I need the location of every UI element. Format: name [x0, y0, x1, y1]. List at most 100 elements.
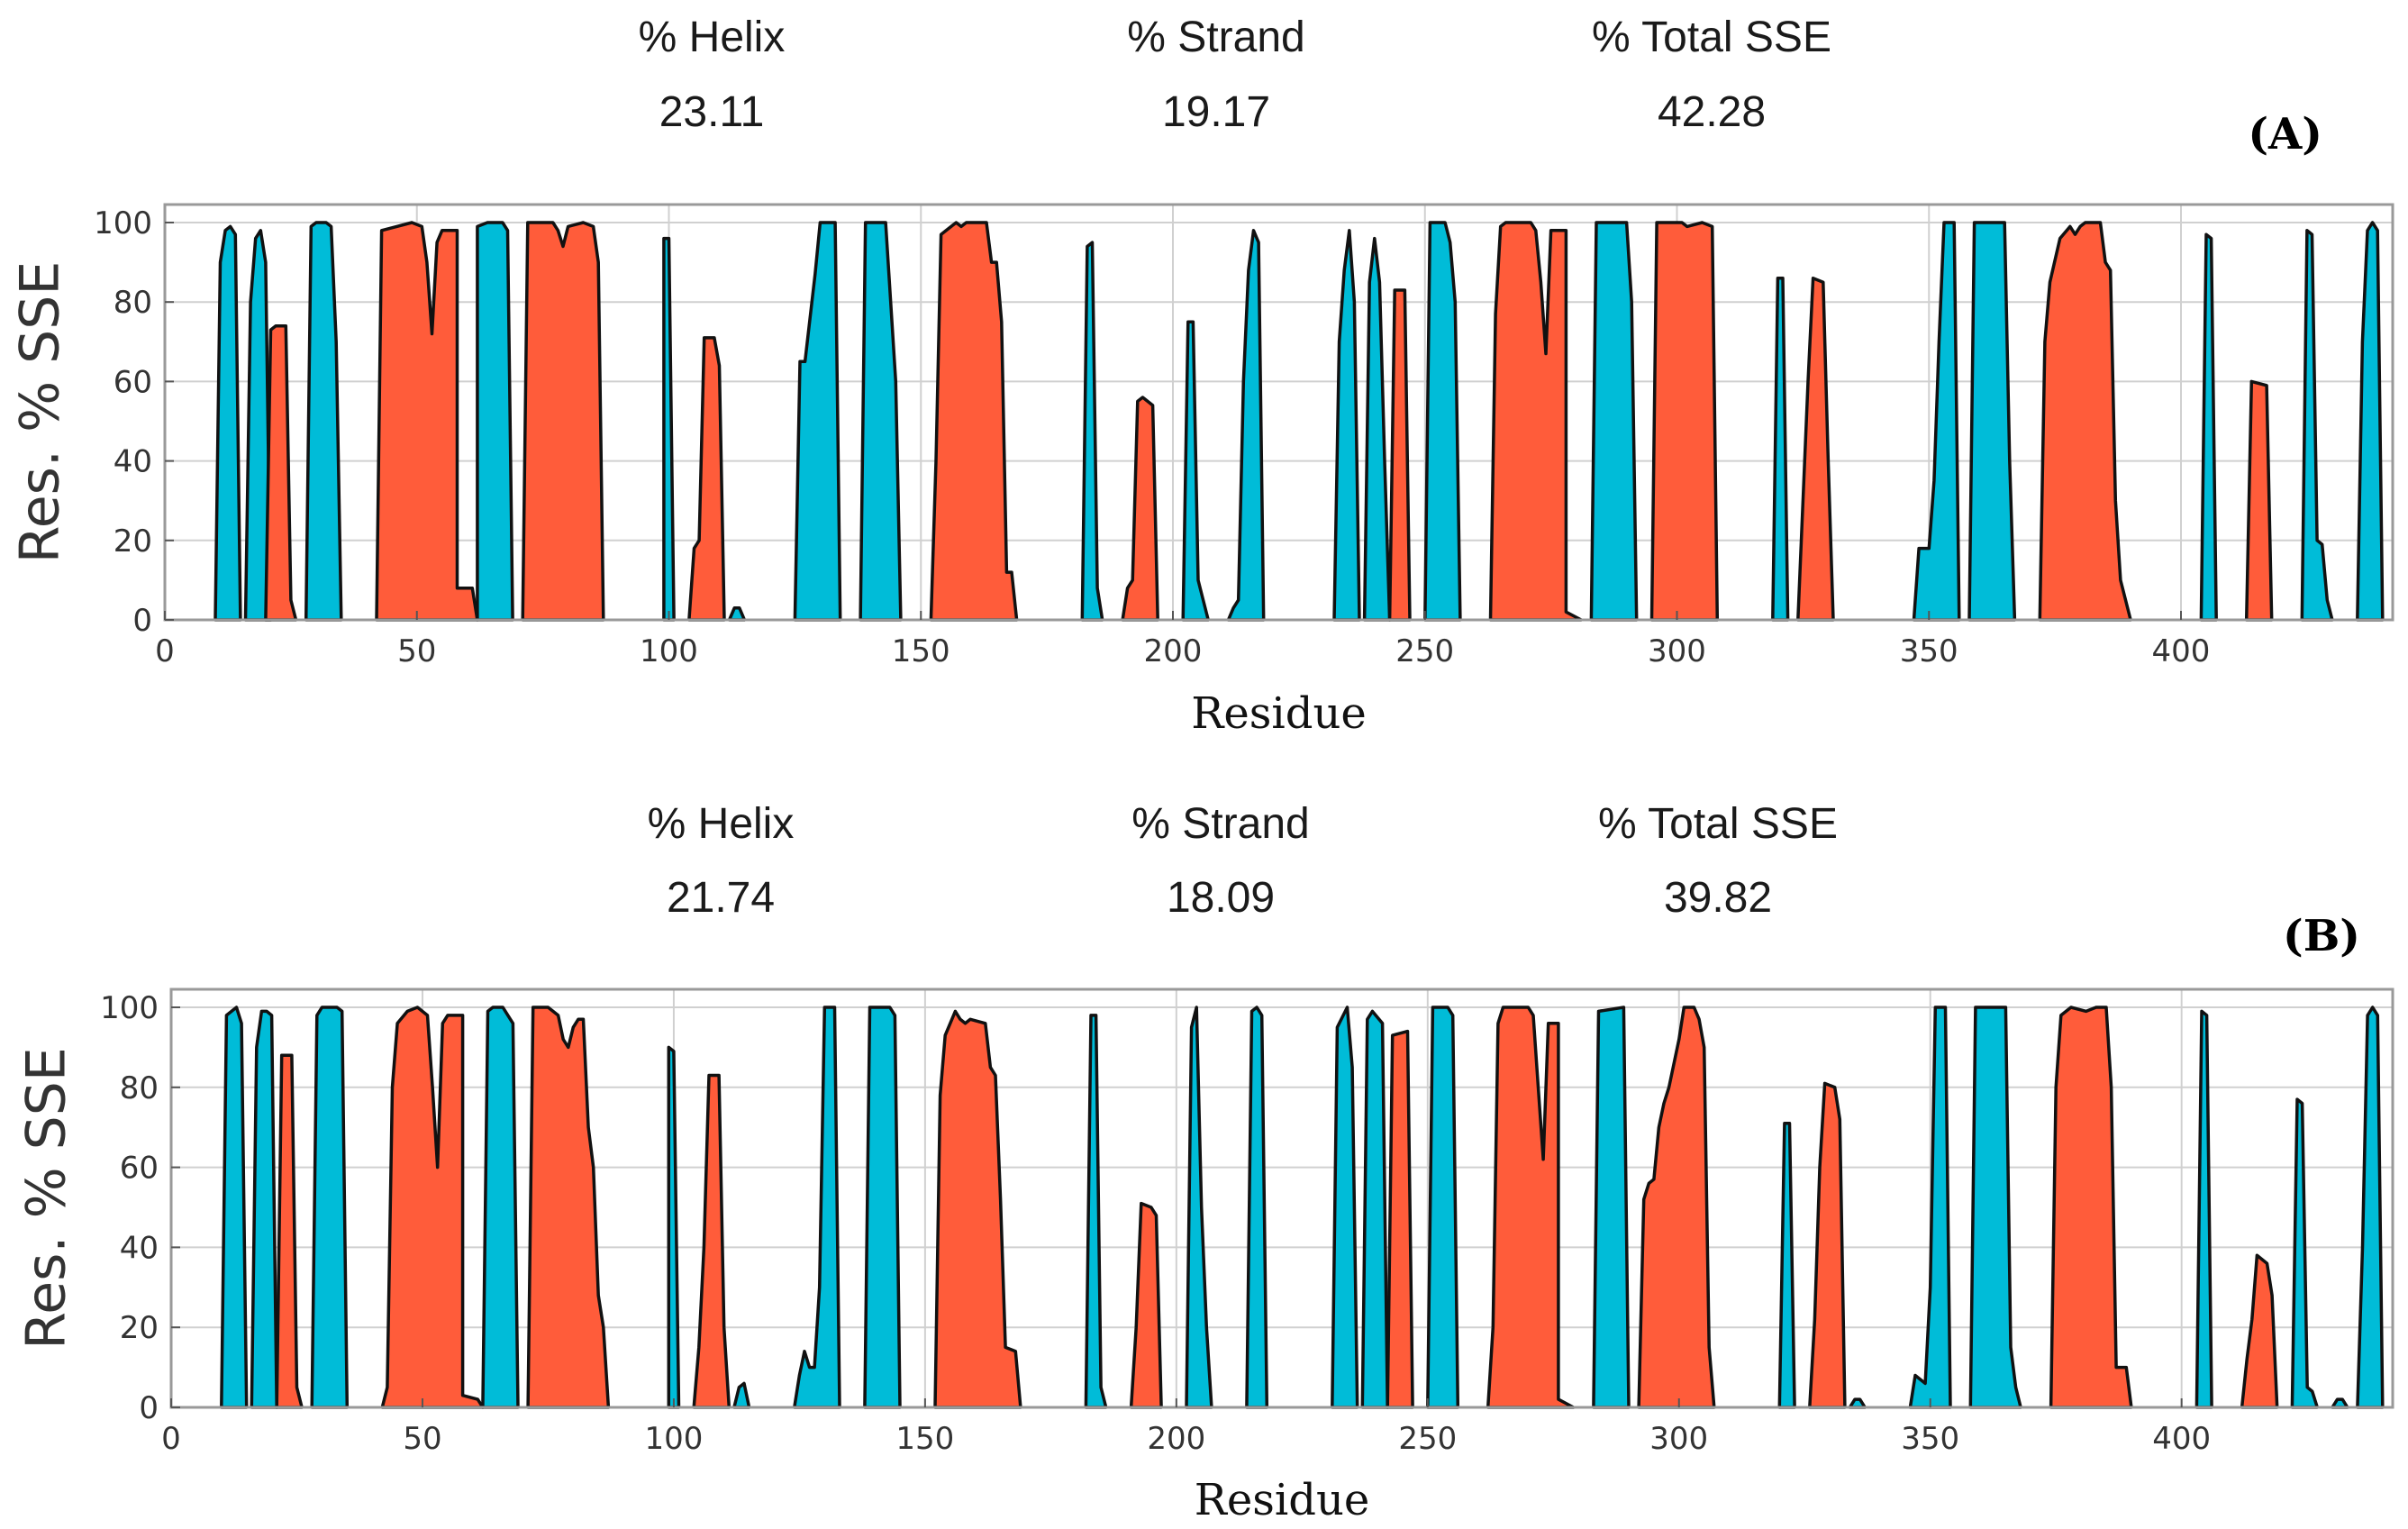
stat-value: 39.82 [1664, 874, 1772, 922]
strand-region [1181, 320, 1210, 622]
y-tick-label: 80 [114, 285, 152, 321]
helix-region [933, 1009, 1022, 1409]
strand-region [2199, 232, 2218, 622]
y-tick-label: 80 [120, 1070, 159, 1106]
strand-region [310, 1006, 350, 1409]
y-tick-label: 0 [132, 603, 152, 639]
strand-region [2194, 1009, 2213, 1409]
strand-region [1968, 1006, 2022, 1409]
strand-region [1332, 229, 1361, 622]
stat-value: 21.74 [667, 874, 775, 922]
stat-label: % Helix [639, 14, 786, 61]
strand-region [1226, 229, 1266, 622]
y-tick-label: 60 [120, 1151, 159, 1187]
helix-region [687, 336, 726, 622]
helix-region [1121, 396, 1159, 622]
x-axis-label: Residue [1195, 1475, 1370, 1525]
strand-region [1777, 1122, 1796, 1409]
strand-region [250, 1009, 278, 1409]
x-tick-label: 250 [1398, 1421, 1457, 1457]
stat-value: 18.09 [1167, 874, 1275, 922]
x-tick-label: 300 [1648, 633, 1706, 669]
strand-region [1426, 1006, 1460, 1409]
x-tick-label: 200 [1147, 1421, 1205, 1457]
panel-label: (B) [2283, 911, 2360, 961]
strand-region [1589, 221, 1639, 622]
strand-region [1080, 241, 1104, 622]
strand-region [667, 1045, 681, 1409]
helix-region [1649, 221, 1720, 622]
x-tick-label: 100 [640, 633, 698, 669]
stat-value: 42.28 [1658, 88, 1766, 136]
helix-region [1808, 1081, 1847, 1409]
x-tick-label: 50 [403, 1421, 441, 1457]
panel-label: (A) [2248, 109, 2322, 159]
helix-region [2038, 221, 2132, 622]
strand-region [220, 1006, 249, 1409]
helix-region [1387, 288, 1412, 622]
x-tick-label: 400 [2152, 1421, 2211, 1457]
x-tick-label: 0 [161, 1421, 181, 1457]
strand-region [1423, 221, 1462, 622]
stat-label: % Total SSE [1598, 800, 1838, 848]
helix-region [2244, 379, 2274, 622]
strand-region [2300, 229, 2334, 622]
y-tick-label: 100 [100, 990, 159, 1026]
strand-region [1360, 1009, 1389, 1409]
helix-region [1129, 1201, 1163, 1409]
helix-region [1488, 221, 1583, 622]
helix-region [692, 1073, 731, 1409]
y-tick-label: 20 [114, 523, 152, 560]
helix-region [264, 323, 298, 622]
helix-region [1486, 1006, 1576, 1409]
strand-region [1185, 1006, 1213, 1409]
y-tick-label: 60 [114, 364, 152, 400]
strand-region [1771, 276, 1790, 622]
strand-region [304, 221, 343, 622]
stat-label: % Helix [648, 800, 795, 848]
helix-region [2240, 1253, 2279, 1409]
strand-region [863, 1006, 902, 1409]
stat-value: 19.17 [1162, 88, 1270, 136]
x-tick-label: 350 [1900, 633, 1958, 669]
strand-region [793, 1006, 841, 1409]
panel-a: % Helix 23.11 % Strand 19.17 % Total SSE 42.2… [9, 14, 2394, 739]
helix-region [1796, 276, 1835, 622]
strand-region [1331, 1006, 1359, 1409]
strand-region [1362, 236, 1392, 622]
helix-region [2049, 1006, 2133, 1409]
helix-region [521, 221, 605, 622]
helix-region [929, 221, 1019, 622]
strand-region [214, 224, 242, 622]
stat-value: 23.11 [659, 88, 765, 136]
helix-region [526, 1006, 611, 1409]
strand-region [476, 221, 514, 622]
stat-label: % Total SSE [1592, 14, 1831, 61]
x-tick-label: 150 [895, 1421, 954, 1457]
stat-label: % Strand [1131, 800, 1309, 848]
x-tick-label: 50 [397, 633, 436, 669]
helix-region [1637, 1006, 1716, 1409]
strand-region [727, 606, 747, 622]
y-tick-label: 40 [114, 444, 152, 480]
y-axis-label: Res. % SSE [15, 1047, 78, 1349]
strand-region [2290, 1097, 2320, 1409]
x-tick-label: 400 [2152, 633, 2211, 669]
strand-region [2356, 1006, 2385, 1409]
strand-region [1592, 1006, 1631, 1409]
x-axis-label: Residue [1191, 688, 1367, 739]
plot-frame [169, 987, 2394, 1409]
y-tick-label: 40 [120, 1230, 159, 1266]
x-tick-label: 200 [1144, 633, 1203, 669]
helix-region [275, 1053, 304, 1409]
strand-region [1967, 221, 2017, 622]
strand-region [793, 221, 842, 622]
y-axis-label: Res. % SSE [9, 261, 72, 563]
helix-region [380, 1006, 485, 1409]
x-tick-label: 0 [155, 633, 175, 669]
helix-region [1386, 1029, 1414, 1409]
strand-region [481, 1006, 520, 1409]
x-tick-label: 300 [1649, 1421, 1708, 1457]
x-tick-label: 100 [644, 1421, 703, 1457]
